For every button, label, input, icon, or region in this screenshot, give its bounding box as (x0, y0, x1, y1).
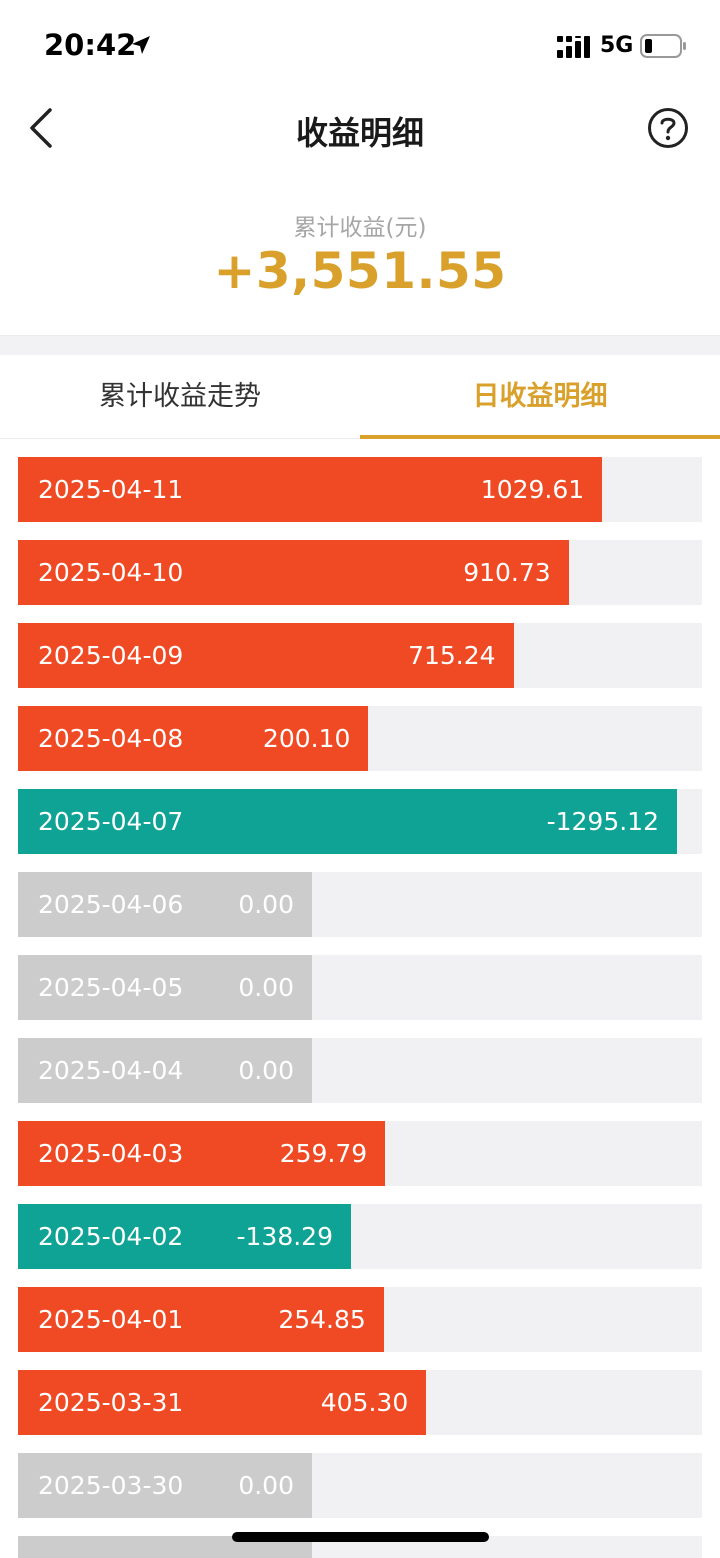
earning-amount: 405.30 (320, 1388, 409, 1417)
section-divider (0, 335, 720, 355)
earning-date: 2025-04-01 (38, 1305, 184, 1334)
earning-bar (18, 1204, 351, 1269)
earning-bar (18, 540, 569, 605)
daily-earning-row[interactable]: 2025-04-06 0.00 (18, 872, 702, 937)
earning-amount: 200.10 (262, 724, 351, 753)
nav-bar: 收益明细 (0, 90, 720, 166)
earning-date: 2025-04-04 (38, 1056, 184, 1085)
earning-bar (18, 1038, 312, 1103)
daily-earning-row[interactable]: 2025-04-08 200.10 (18, 706, 702, 771)
earning-bar (18, 1370, 427, 1435)
page-title: 收益明细 (295, 114, 424, 152)
earning-date: 2025-04-03 (38, 1139, 184, 1168)
daily-earning-row[interactable]: 2025-04-05 0.00 (18, 955, 702, 1020)
earning-amount: 254.85 (278, 1305, 366, 1334)
earning-bar (18, 1287, 384, 1352)
daily-earning-row[interactable]: 2025-03-31 405.30 (18, 1370, 702, 1435)
earning-date: 2025-04-07 (38, 807, 184, 836)
cumulative-earnings-value: +3,551.55 (213, 242, 507, 300)
daily-earning-row[interactable]: 2025-03-30 0.00 (18, 1453, 702, 1518)
tab-bar: 累计收益走势 日收益明细 (0, 355, 720, 439)
earning-bar (18, 623, 514, 688)
earning-bar (18, 706, 369, 771)
signal-icon (557, 36, 590, 58)
earning-amount: 0.00 (238, 1056, 294, 1085)
earning-amount: 0.00 (238, 973, 294, 1002)
help-question-icon[interactable] (647, 107, 689, 149)
earning-date: 2025-03-30 (38, 1471, 184, 1500)
earning-date: 2025-04-10 (38, 558, 184, 587)
daily-earning-row[interactable]: 2025-04-02 -138.29 (18, 1204, 702, 1269)
tab-daily-detail[interactable]: 日收益明细 (472, 381, 608, 412)
earning-amount: 0.00 (238, 890, 294, 919)
earning-amount: 0.00 (238, 1471, 294, 1500)
earning-amount: 910.73 (463, 558, 551, 587)
earning-bar (18, 1121, 386, 1186)
earning-date: 2025-04-05 (38, 973, 184, 1002)
network-type: 5G (600, 33, 634, 58)
earning-date: 2025-04-02 (38, 1222, 184, 1251)
earning-date: 2025-04-09 (38, 641, 184, 670)
daily-earning-row[interactable]: 2025-04-09 715.24 (18, 623, 702, 688)
tab-cumulative-trend[interactable]: 累计收益走势 (99, 381, 261, 412)
location-arrow-icon (132, 36, 150, 54)
daily-earning-row[interactable]: 2025-04-07 -1295.12 (18, 789, 702, 854)
earning-bar (18, 872, 312, 937)
earning-date: 2025-04-08 (38, 724, 184, 753)
battery-icon (640, 34, 686, 58)
status-bar: 20:42 5G (0, 0, 720, 90)
back-chevron-icon[interactable] (26, 106, 58, 150)
earning-amount: 715.24 (408, 641, 496, 670)
earning-amount: 1029.61 (480, 475, 585, 504)
daily-earning-row[interactable]: 2025-04-04 0.00 (18, 1038, 702, 1103)
daily-earning-row[interactable]: 2025-04-10 910.73 (18, 540, 702, 605)
earning-amount: -1295.12 (546, 807, 659, 836)
cumulative-earnings-label: 累计收益(元) (293, 215, 427, 241)
earning-bar (18, 1453, 312, 1518)
daily-earning-row[interactable]: 2025-04-11 1029.61 (18, 457, 702, 522)
daily-earning-row[interactable]: 2025-04-03 259.79 (18, 1121, 702, 1186)
earning-bar (18, 955, 312, 1020)
status-time: 20:42 (44, 28, 137, 62)
daily-earning-row[interactable]: 2025-04-01 254.85 (18, 1287, 702, 1352)
earning-date: 2025-03-31 (38, 1388, 184, 1417)
earning-bar (18, 457, 603, 522)
earning-amount: -138.29 (236, 1222, 333, 1251)
earning-date: 2025-04-06 (38, 890, 184, 919)
home-indicator[interactable] (232, 1532, 489, 1542)
earning-bar (18, 789, 677, 854)
earning-date: 2025-04-11 (38, 475, 184, 504)
earning-amount: 259.79 (279, 1139, 368, 1168)
active-tab-indicator (360, 435, 720, 439)
